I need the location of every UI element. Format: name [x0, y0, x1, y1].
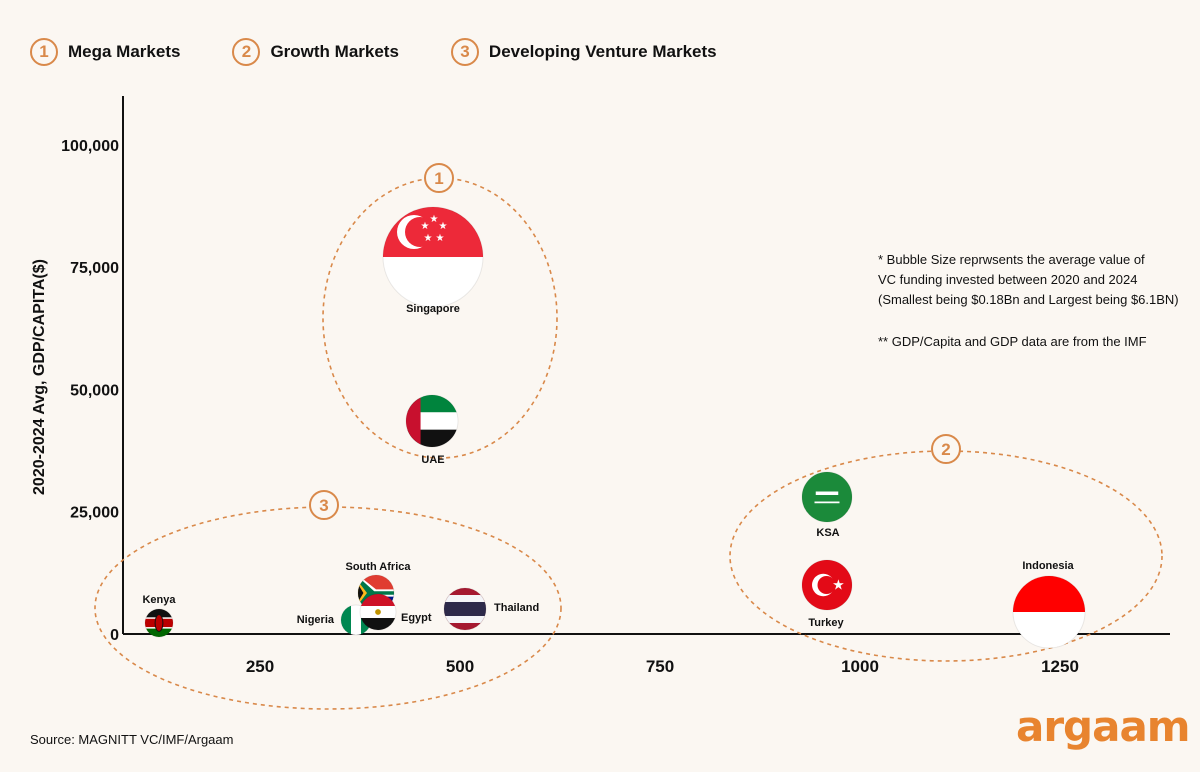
svg-text:★: ★ [424, 233, 433, 244]
note-line: ** GDP/Capita and GDP data are from the … [878, 334, 1147, 349]
svg-text:★: ★ [430, 214, 439, 225]
group-badge-number: 1 [434, 169, 443, 188]
bubble-label: Nigeria [297, 614, 335, 626]
group-ellipse [729, 450, 1163, 662]
group-ellipse [94, 506, 562, 710]
bubble-label: UAE [421, 454, 444, 466]
bubble-label: Kenya [142, 594, 176, 606]
x-tick-label: 500 [446, 657, 474, 676]
note-line: (Smallest being $0.18Bn and Largest bein… [878, 292, 1179, 307]
source-text: Source: MAGNITT VC/IMF/Argaam [30, 732, 234, 747]
legend-item-developing: 3 Developing Venture Markets [450, 38, 717, 66]
bubble-turkey: ★ [801, 559, 853, 611]
bubble-label: Indonesia [1022, 560, 1074, 572]
svg-text:★: ★ [832, 578, 844, 593]
x-tick-label: 1000 [841, 657, 879, 676]
bubble-label: South Africa [346, 561, 412, 573]
legend-label: Mega Markets [68, 42, 181, 61]
bubble-label: Turkey [808, 617, 844, 629]
y-tick-label: 100,000 [61, 138, 119, 155]
svg-text:★: ★ [421, 221, 430, 232]
legend-item-mega: 1 Mega Markets [30, 38, 180, 66]
legend: 1 Mega Markets 2 Growth Markets 3 Develo… [30, 38, 769, 66]
y-axis-label: 2020-2024 Avg, GDP/CAPITA($) [31, 259, 48, 495]
note-line: * Bubble Size reprwsents the average val… [878, 252, 1145, 267]
group-badge [309, 490, 339, 520]
chart-notes: * Bubble Size reprwsents the average val… [878, 250, 1179, 352]
group-badge [931, 434, 961, 464]
legend-label: Growth Markets [270, 42, 399, 61]
legend-number-badge: 1 [30, 38, 58, 66]
bubble-singapore: ★★★★★ [382, 206, 484, 308]
bubble-ksa [801, 471, 853, 523]
group-badge-number: 2 [941, 440, 950, 459]
group-badge-number: 3 [319, 496, 328, 515]
bubble-label: Egypt [401, 612, 432, 624]
group-badge [424, 163, 454, 193]
svg-text:★: ★ [436, 233, 445, 244]
legend-label: Developing Venture Markets [488, 42, 717, 61]
svg-text:★: ★ [439, 221, 448, 232]
y-tick-label: 25,000 [70, 505, 119, 522]
bubble-egypt [359, 593, 397, 631]
bubble-kenya [144, 608, 174, 638]
bubble-uae [405, 394, 459, 448]
bubble-label: Thailand [494, 602, 539, 614]
bubble-label: Singapore [406, 303, 460, 315]
legend-number-badge: 2 [232, 38, 261, 66]
group-ellipse [322, 177, 558, 459]
bubble-label: KSA [816, 527, 839, 539]
y-tick-label: 75,000 [70, 260, 119, 277]
note-line: VC funding invested between 2020 and 202… [878, 272, 1138, 287]
x-tick-label: 1250 [1041, 657, 1079, 676]
y-tick-label: 50,000 [70, 382, 119, 399]
legend-number-badge: 3 [450, 38, 479, 66]
bubble-thailand [443, 587, 487, 631]
legend-item-growth: 2 Growth Markets [232, 38, 399, 66]
argaam-logo: argaam [1016, 702, 1191, 751]
x-tick-label: 250 [246, 657, 274, 676]
y-tick-label: 0 [110, 627, 119, 644]
x-tick-label: 750 [646, 657, 674, 676]
bubble-indonesia [1012, 575, 1086, 649]
